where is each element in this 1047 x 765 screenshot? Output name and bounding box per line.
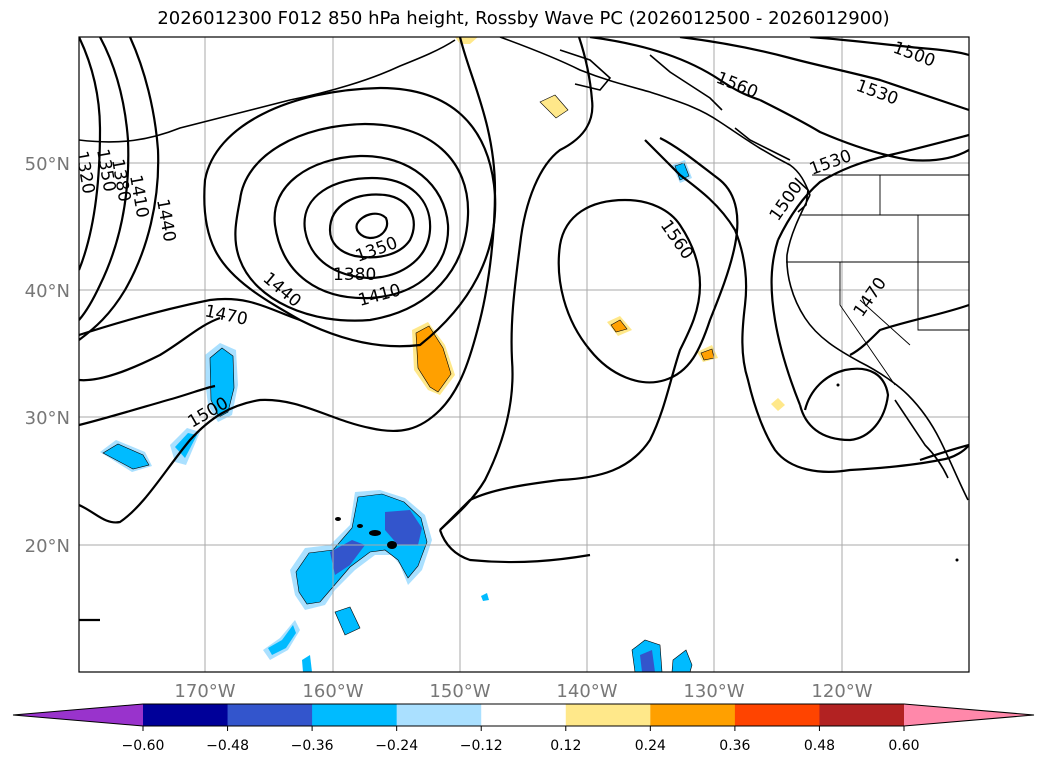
lon-label: 150°W xyxy=(429,681,490,702)
lat-label: 30°N xyxy=(25,408,70,429)
contour-label: 1380 xyxy=(333,265,376,285)
colorbar-tick-label: 0.60 xyxy=(888,738,919,754)
contour-label: 1320 xyxy=(71,149,98,195)
colorbar-tick-label: −0.12 xyxy=(460,738,503,754)
lat-label: 40°N xyxy=(25,281,70,302)
coastlines xyxy=(79,37,969,501)
lon-label: 120°W xyxy=(811,681,872,702)
contour-label: 1500 xyxy=(890,38,937,72)
colorbar-over-arrow xyxy=(904,704,1034,726)
colorbar-tick-label: 0.48 xyxy=(804,738,835,754)
colorbar-bin xyxy=(734,704,820,726)
map-title: 2026012300 F012 850 hPa height, Rossby W… xyxy=(157,8,890,29)
lon-label: 140°W xyxy=(556,681,617,702)
colorbar-bin xyxy=(396,704,482,726)
colorbar-tick-label: −0.24 xyxy=(375,738,418,754)
colorbar-tick-label: −0.60 xyxy=(122,738,165,754)
contour-label: 1350 xyxy=(353,233,400,267)
colorbar-under-arrow xyxy=(13,704,143,726)
height-contours xyxy=(79,37,969,622)
contour-label: 1470 xyxy=(850,274,891,321)
colorbar-tick-label: 0.12 xyxy=(550,738,581,754)
colorbar-tick-label: 0.24 xyxy=(635,738,666,754)
contour-label: 1470 xyxy=(203,301,249,330)
colorbar-bin xyxy=(481,704,567,726)
longitude-labels: 170°W 160°W 150°W 140°W 130°W 120°W xyxy=(174,681,872,702)
colorbar-tick-label: −0.36 xyxy=(291,738,334,754)
colorbar-bin xyxy=(143,704,229,726)
negative-anomaly-shading xyxy=(100,160,693,672)
islands xyxy=(335,383,959,562)
latitude-labels: 50°N 40°N 30°N 20°N xyxy=(25,154,70,557)
contour-label: 1560 xyxy=(713,68,761,103)
graticule xyxy=(79,37,969,672)
contour-label: 1410 xyxy=(125,173,152,219)
colorbar-bin xyxy=(312,704,398,726)
lat-label: 50°N xyxy=(25,154,70,175)
state-borders xyxy=(786,174,969,386)
map-content: 1500 1560 1530 1530 1500 1560 1470 1320 … xyxy=(71,37,969,672)
lon-label: 130°W xyxy=(683,681,744,702)
contour-label: 1560 xyxy=(656,216,697,263)
colorbar-tick-label: 0.36 xyxy=(719,738,750,754)
colorbar-bin xyxy=(565,704,651,726)
colorbar-bin xyxy=(819,704,905,726)
contour-label: 1440 xyxy=(152,197,179,243)
colorbar-tick-label: −0.48 xyxy=(206,738,249,754)
colorbar-bin xyxy=(650,704,736,726)
map-frame xyxy=(78,36,970,673)
lon-label: 170°W xyxy=(174,681,235,702)
colorbar: −0.60 −0.48 −0.36 −0.24 −0.12 0.12 0.24 0.36 0.4… xyxy=(12,703,1035,754)
contour-label: 1530 xyxy=(853,76,900,110)
lon-label: 160°W xyxy=(302,681,363,702)
colorbar-bin xyxy=(227,704,313,726)
contour-labels: 1500 1560 1530 1530 1500 1560 1470 1320 … xyxy=(71,38,938,432)
lat-label: 20°N xyxy=(25,536,70,557)
